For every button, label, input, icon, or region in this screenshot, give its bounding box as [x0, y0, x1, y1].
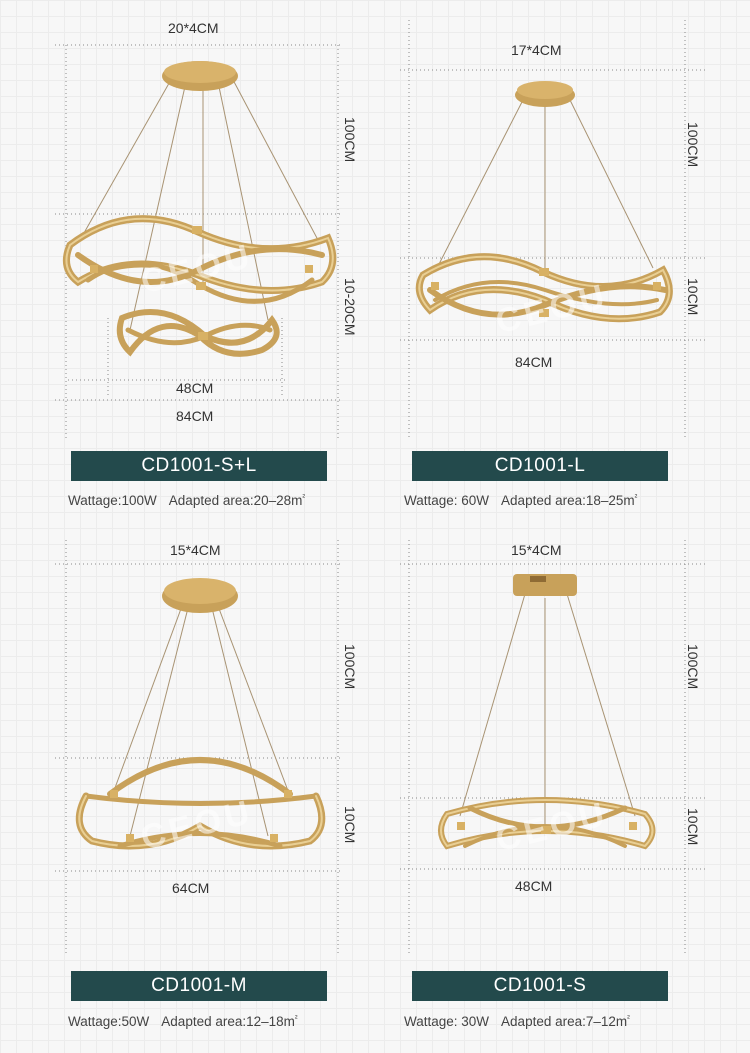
wattage-text: Wattage:100W — [68, 492, 157, 508]
wattage-text: Wattage: 60W — [404, 492, 490, 508]
height-dimension: 100CM — [685, 122, 701, 168]
drop-dimension: 10-20CM — [342, 278, 358, 336]
product-card-s: CEOU 15*4CM 100CM 10CM 48CM CD1001-S Wat… — [375, 526, 750, 1052]
drop-dimension: 10CM — [685, 808, 701, 846]
area-text: Adapted area:12–18m² — [161, 1013, 298, 1029]
spec-line: Wattage:50W Adapted area:12–18m² — [68, 1013, 298, 1029]
model-label: CD1001-S+L — [71, 451, 327, 481]
width-dimension: 64CM — [172, 880, 210, 896]
model-label: CD1001-L — [412, 451, 668, 481]
drop-dimension: 10CM — [685, 278, 701, 316]
lamp-illustration-l — [400, 20, 705, 440]
lamp-illustration-s-l — [55, 44, 340, 440]
drop-dimension: 10CM — [342, 806, 358, 844]
product-card-l: CEOU 17*4CM 100CM 10CM 84CM CD1001-L Wat… — [375, 0, 750, 526]
model-label: CD1001-M — [71, 971, 327, 1001]
area-text: Adapted area:20–28m² — [168, 492, 306, 508]
wattage-text: Wattage: 30W — [404, 1013, 490, 1029]
width-dimension: 84CM — [515, 354, 553, 370]
wattage-text: Wattage:50W — [68, 1013, 150, 1029]
canopy-dimension: 15*4CM — [170, 542, 221, 558]
width-dimension: 48CM — [515, 878, 553, 894]
height-dimension: 100CM — [342, 117, 358, 163]
product-card-s-l: CEOU 20*4CM 100CM 10-20CM 48CM 84CM CD10… — [0, 0, 375, 526]
product-card-m: CEOU 15*4CM 100CM 10CM 64CM CD1001-M Wat… — [0, 526, 375, 1052]
area-text: Adapted area:18–25m² — [501, 492, 638, 508]
spec-line: Wattage: 30W Adapted area:7–12m² — [404, 1013, 630, 1029]
canopy-dimension: 17*4CM — [511, 42, 562, 58]
lamp-illustration-m — [55, 540, 340, 956]
canopy-dimension: 20*4CM — [168, 20, 219, 36]
height-dimension: 100CM — [685, 644, 701, 690]
width-dimension-outer: 84CM — [176, 408, 214, 424]
height-dimension: 100CM — [342, 644, 358, 690]
spec-line: Wattage: 60W Adapted area:18–25m² — [404, 492, 637, 508]
width-dimension-inner: 48CM — [176, 380, 214, 396]
canopy-dimension: 15*4CM — [511, 542, 562, 558]
spec-line: Wattage:100W Adapted area:20–28m² — [68, 492, 305, 508]
model-label: CD1001-S — [412, 971, 668, 1001]
area-text: Adapted area:7–12m² — [501, 1013, 630, 1029]
lamp-illustration-s — [400, 540, 705, 956]
